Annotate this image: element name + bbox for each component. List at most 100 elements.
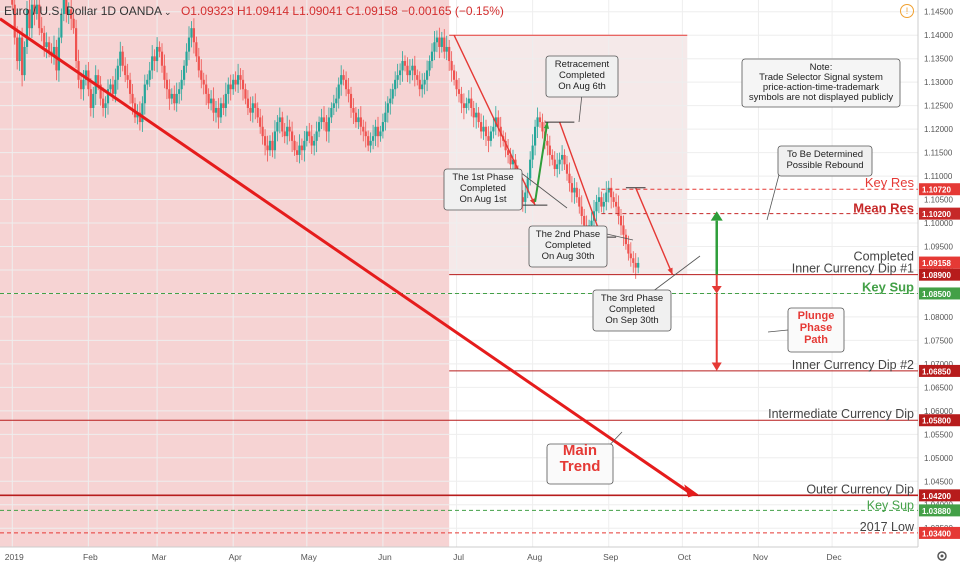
candle-body [278, 117, 281, 123]
candle-body [281, 117, 284, 132]
y-tick-label: 1.10500 [924, 196, 953, 205]
candle-body [629, 253, 632, 259]
chevron-down-icon[interactable]: ⌄ [164, 7, 172, 17]
candle-body [119, 51, 122, 66]
candle-body [283, 131, 286, 137]
x-tick-label: Oct [678, 552, 692, 562]
y-tick-label: 1.13500 [924, 55, 953, 64]
candle-body [109, 84, 112, 90]
candle-body [558, 159, 561, 165]
candle-body [40, 28, 43, 33]
candle-body [335, 98, 338, 104]
candle-body [624, 234, 628, 245]
candle-body [308, 131, 311, 137]
note-callout-line: Trade Selector Signal system [759, 72, 883, 83]
phase-3-arrow-head [667, 267, 673, 275]
candle-body [386, 103, 389, 113]
candle-body [602, 201, 605, 207]
candle-body [472, 107, 475, 118]
level-tag: 1.10200 [922, 210, 951, 219]
candle-body [423, 79, 426, 85]
candle-body [190, 28, 193, 38]
candle-body [246, 98, 250, 108]
retracement-callout-line: Retracement [555, 59, 610, 70]
candle-body [205, 84, 208, 94]
info-icon[interactable]: ! [900, 4, 914, 18]
candle-body [320, 117, 323, 123]
candle-body [263, 136, 267, 146]
candle-body [536, 117, 539, 127]
candle-body [77, 61, 80, 80]
main-trend-line [0, 17, 694, 496]
candle-body [411, 65, 414, 71]
phase-1-callout-pointer [519, 171, 568, 209]
level-tag: 1.10720 [922, 186, 951, 195]
y-tick-label: 1.05000 [924, 454, 953, 463]
candle-body [114, 79, 117, 94]
x-tick-label: Aug [527, 552, 542, 562]
candle-body [484, 126, 488, 137]
y-tick-label: 1.07500 [924, 336, 953, 345]
level-tag-bg [919, 414, 960, 427]
symbol-title[interactable]: Euro / U.S. Dollar 1D OANDA [4, 4, 163, 18]
candle-body [79, 79, 83, 90]
candle-body [538, 117, 542, 123]
candle-body [185, 51, 188, 66]
candle-body [163, 65, 166, 80]
candle-body [376, 126, 380, 137]
candle-body [428, 61, 431, 71]
candle-body [89, 89, 92, 108]
candle-body [433, 42, 436, 52]
settings-gear-icon[interactable] [928, 549, 956, 563]
candle-body [322, 117, 326, 123]
note-callout-box [741, 58, 901, 108]
candle-body [379, 131, 382, 137]
candle-body [251, 103, 254, 113]
candle-body [146, 79, 149, 85]
inner-dip-1-label: Inner Currency Dip #1 [792, 262, 914, 276]
candle-body [67, 9, 70, 15]
y-tick-label: 1.13000 [924, 78, 953, 87]
candle-body [290, 131, 294, 141]
candle-body [227, 84, 230, 94]
candle-body [403, 61, 407, 66]
candle-body [357, 117, 360, 123]
candle-body [452, 70, 456, 80]
candle-body [241, 79, 245, 90]
rebound-callout-pointer [766, 170, 781, 221]
y-tick-label: 1.07000 [924, 360, 953, 369]
note-callout-line: symbols are not displayed publicly [749, 92, 893, 103]
candle-body [249, 107, 252, 113]
outer-dip-label: Outer Currency Dip [806, 482, 914, 496]
candle-body [124, 65, 127, 76]
candle-body [155, 46, 159, 62]
open-value: O1.09323 [180, 4, 234, 18]
candle-body [187, 37, 191, 52]
symbol-header[interactable]: Euro / U.S. Dollar 1D OANDA ⌄ O1.09323 H1… [4, 4, 504, 18]
candle-body [229, 84, 232, 90]
candle-body [111, 84, 115, 94]
level-tag-bg [919, 526, 960, 539]
retracement-arrow-head [543, 122, 550, 129]
candle-body [332, 103, 335, 108]
rebound-callout-box [777, 145, 873, 177]
rebound-arrow-head [710, 211, 723, 221]
retracement-callout-box [545, 55, 619, 98]
candle-body [457, 89, 461, 94]
candle-body [175, 93, 178, 104]
y-tick-label: 1.09500 [924, 243, 953, 252]
y-tick-label: 1.06500 [924, 383, 953, 392]
x-tick-label: Nov [753, 552, 769, 562]
candle-body [401, 61, 404, 71]
candle-body [514, 159, 517, 174]
candle-body [364, 131, 367, 137]
candle-body [467, 98, 470, 104]
candle-body [575, 187, 578, 198]
candle-body [268, 140, 272, 151]
candle-body [52, 46, 56, 57]
level-tag: 1.05800 [922, 417, 951, 426]
phase-1-callout-line: The 1st Phase [452, 172, 513, 183]
